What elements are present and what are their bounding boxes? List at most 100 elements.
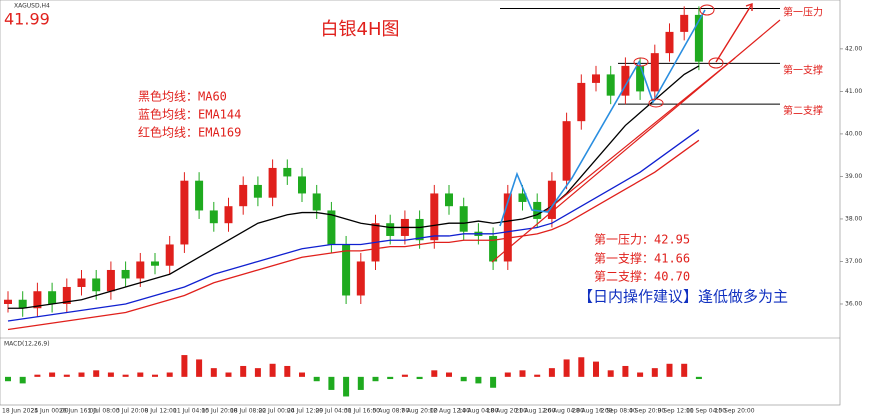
x-tick-label: 15 Jul 20:00 [202,408,238,415]
macd-bar [343,376,350,397]
candle-body [694,14,703,62]
macd-bar [284,365,291,377]
candle-body [621,65,630,96]
x-tick-label: 22 Jul 00:00 [259,408,295,415]
level-name: 第一压力 [783,6,823,19]
candle-body [312,193,321,211]
x-tick-label: 21 Aug 12:00 [515,408,556,415]
x-tick-label: 11 Jul 04:00 [173,408,209,415]
candle-body [415,218,424,241]
candle-body [283,167,292,177]
candle-body [239,184,248,207]
x-tick-label: 4 Sep 20:00 [629,408,665,415]
macd-bar [181,355,188,377]
advice: 【日内操作建议】逢低做多为主 [578,288,788,306]
circle [708,57,724,69]
macd-bar [225,372,232,377]
candle-body [445,193,453,207]
y-tick-label: 38.00 [845,215,862,222]
moving-average [7,139,700,331]
x-tick-label: 24 Jul 12:00 [287,408,323,415]
candle-body [547,180,556,219]
level-name: 第一支撑 [783,63,823,76]
candle-body [327,210,336,245]
x-tick-label: 29 Jul 04:00 [316,408,352,415]
candle-body [180,180,189,245]
candle-body [253,184,262,198]
x-tick-label: 5 Aug 08:00 [373,408,410,415]
candle-body [606,74,615,96]
macd-bar [107,372,114,377]
macd-bar [460,376,467,382]
macd-bar [666,363,673,377]
x-tick-label: 11 Sep 04:00 [686,408,726,415]
candle-body [386,223,395,236]
macd-bar [372,376,379,382]
macd-bar [34,374,41,377]
moving-average [7,129,700,322]
candle-body [650,53,659,92]
macd-bar [622,365,629,377]
candle-body [92,278,101,292]
macd-bar [431,370,438,377]
candle-body [209,210,218,224]
y-tick-label: 40.00 [845,130,862,137]
macd-bar [152,374,158,377]
candle-body [430,193,439,241]
x-tick-label: 26 Aug 04:00 [544,408,585,415]
candle-body [195,180,204,211]
x-tick-label: 31 Jul 16:00 [344,408,380,415]
macd-bar [5,376,11,382]
macd-bar [534,374,541,377]
macd-bar [475,376,482,384]
macd-bar [299,372,305,377]
macd-bar [519,370,526,377]
candle-body [106,269,115,292]
macd-bar [446,372,452,377]
macd-bar [63,374,70,377]
x-tick-label: 12 Aug 12:00 [430,408,471,415]
x-tick-label: 28 Aug 16:00 [572,408,613,415]
macd-bar [210,368,217,377]
circle [648,98,664,108]
macd-bar [681,363,688,377]
candle-body [592,74,600,83]
candle-body [503,193,512,262]
macd-bar [637,372,644,377]
candle-body [562,121,571,181]
macd-bar [240,365,247,377]
circle [699,4,715,16]
x-tick-label: 3 Jul 20:00 [116,408,148,415]
macd-bar [357,376,364,390]
candle-body [636,65,645,92]
macd-bar [328,376,335,390]
arrow [715,3,753,63]
level-summary: 第二支撑：40.70 [594,269,690,284]
symbol: XAGUSD,H4 [14,3,50,10]
candle-body [680,14,689,32]
x-tick-label: 1 Jul 08:00 [88,408,120,415]
macd-bar [607,370,614,377]
macd-bar [490,376,497,388]
macd-bar [78,372,85,377]
macd-bar [578,357,585,377]
x-tick-label: 26 Jun 16:00 [59,408,97,415]
macd-bar [313,376,320,382]
level-summary: 第一压力：42.95 [594,233,690,247]
candle-body [165,244,174,266]
last-price: 41.99 [4,10,50,29]
wave-path [499,9,706,227]
candle-body [77,278,86,287]
circle [633,57,649,67]
macd-bar [49,372,56,377]
macd-label: MACD(12,26,9) [4,341,50,348]
macd-bar [593,361,599,377]
x-tick-label: 18 Aug 20:00 [487,408,528,415]
candle-body [577,82,586,122]
chart-title: 白银4H图 [321,19,400,40]
y-tick-label: 39.00 [845,173,862,180]
candle-body [121,269,130,279]
level-summary: 第一支撑：41.66 [594,251,690,266]
candle-body [48,291,57,304]
moving-average [8,65,700,309]
